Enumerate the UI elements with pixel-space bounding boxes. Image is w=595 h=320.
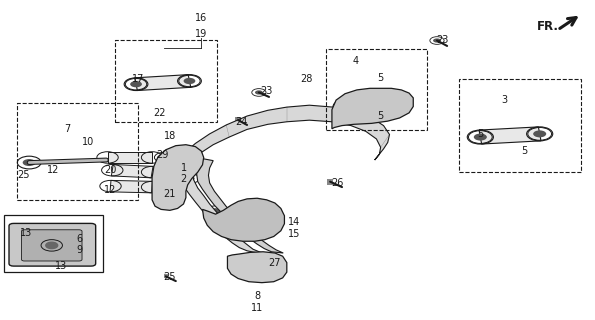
Text: 28: 28 [300,74,312,84]
Polygon shape [110,180,152,193]
Text: 4: 4 [353,56,359,66]
Circle shape [264,210,274,215]
Text: 2: 2 [180,174,187,184]
Text: 10: 10 [83,137,95,147]
Text: 5: 5 [377,111,384,121]
Text: 7: 7 [65,124,71,134]
Text: 12: 12 [47,165,59,175]
Text: 21: 21 [164,189,176,199]
Bar [459,79,581,172]
Text: 25: 25 [17,170,30,180]
Circle shape [159,184,169,190]
Bar [17,103,139,200]
Circle shape [391,103,404,110]
Circle shape [211,208,221,214]
Circle shape [433,38,441,43]
Circle shape [159,155,169,160]
Text: 12: 12 [104,185,117,195]
Text: 5: 5 [521,146,527,156]
Circle shape [159,169,169,175]
Circle shape [255,90,263,94]
Polygon shape [227,252,287,283]
Text: 20: 20 [104,165,117,175]
Text: 14: 14 [289,217,300,227]
Circle shape [14,230,23,235]
Bar [115,40,217,123]
Polygon shape [183,105,390,163]
Bar [326,49,427,130]
Text: 6: 6 [76,234,82,244]
Polygon shape [152,145,203,210]
Polygon shape [108,152,152,163]
Text: 13: 13 [55,261,67,271]
Text: 25: 25 [164,272,176,282]
Circle shape [80,230,90,235]
Circle shape [474,133,487,140]
Circle shape [184,160,195,166]
Bar [4,215,103,272]
Polygon shape [202,198,284,241]
Text: 8: 8 [254,292,260,301]
Circle shape [23,159,36,166]
Polygon shape [111,164,153,178]
Circle shape [14,254,23,259]
Polygon shape [134,75,191,91]
Text: 5: 5 [377,73,384,83]
Circle shape [340,103,353,110]
Text: 11: 11 [251,303,263,313]
Text: 9: 9 [76,245,82,255]
Text: 17: 17 [132,74,145,84]
Circle shape [184,176,195,181]
Circle shape [533,130,546,137]
Circle shape [184,78,195,84]
Text: 13: 13 [20,228,32,238]
Text: 18: 18 [164,131,176,141]
Text: 23: 23 [261,86,273,97]
Text: 1: 1 [180,163,187,173]
Text: 16: 16 [195,13,208,23]
FancyBboxPatch shape [21,230,82,261]
Text: FR.: FR. [537,20,559,33]
Text: 15: 15 [289,229,300,239]
Text: 22: 22 [154,108,166,118]
Text: 29: 29 [156,150,168,160]
Text: 27: 27 [269,258,281,268]
Circle shape [240,221,250,227]
Polygon shape [196,158,283,253]
Circle shape [80,254,90,259]
Text: 24: 24 [235,117,248,127]
Text: 5: 5 [477,129,484,139]
Circle shape [46,242,58,249]
FancyBboxPatch shape [9,223,96,266]
Text: 3: 3 [501,95,507,105]
Polygon shape [332,88,414,129]
Polygon shape [346,100,397,114]
Polygon shape [177,154,269,254]
Text: 19: 19 [195,29,208,39]
Text: 23: 23 [437,35,449,44]
Polygon shape [479,127,541,144]
Circle shape [130,81,142,87]
Text: 26: 26 [331,178,344,188]
